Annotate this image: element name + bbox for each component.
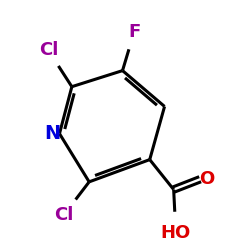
Text: O: O [199, 170, 214, 188]
Text: N: N [44, 124, 61, 143]
Text: F: F [128, 22, 140, 40]
Text: HO: HO [161, 224, 191, 242]
Text: Cl: Cl [54, 206, 73, 224]
Text: Cl: Cl [39, 41, 58, 59]
